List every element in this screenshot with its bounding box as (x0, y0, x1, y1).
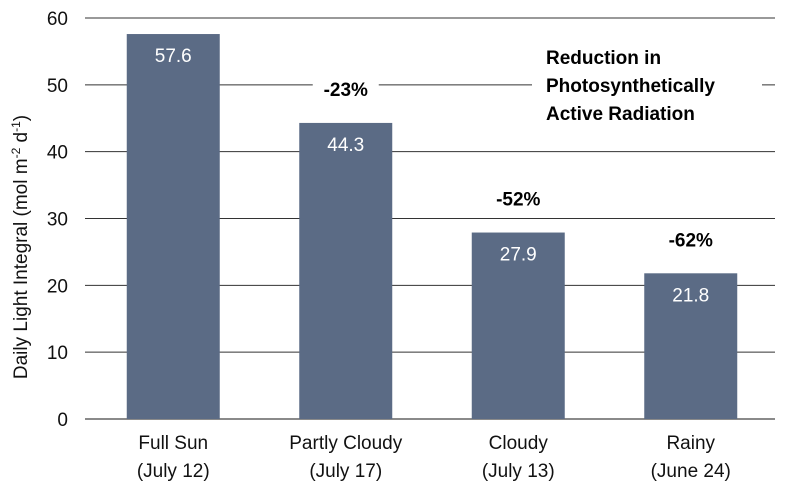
bar (644, 273, 738, 419)
y-tick-label: 40 (47, 143, 68, 164)
bar-value-label: 57.6 (155, 46, 192, 67)
annotation-text: Reduction in Photosynthetically Active R… (532, 40, 762, 128)
reduction-label: -52% (496, 190, 540, 211)
reduction-label: -62% (669, 230, 713, 251)
y-tick-label: 50 (47, 76, 68, 97)
x-tick-sublabel: (July 13) (482, 461, 555, 482)
x-tick-sublabel: (June 24) (651, 461, 731, 482)
x-tick-sublabel: (July 12) (137, 461, 210, 482)
bar-value-label: 27.9 (500, 245, 537, 266)
x-tick-label: Cloudy (489, 433, 549, 454)
x-tick-label: Rainy (666, 433, 715, 454)
annotation-line-3: Active Radiation (546, 104, 695, 125)
y-tick-label: 10 (47, 343, 68, 364)
bar (471, 232, 565, 419)
annotation-line-2: Photosynthetically (546, 76, 715, 97)
y-tick-label: 30 (47, 210, 68, 231)
bar (299, 122, 393, 419)
labels: 0 10 20 30 40 50 60 57.6 Full Sun (July 12) 44.3 -2… (47, 9, 731, 482)
annotation-line-1: Reduction in (546, 48, 661, 69)
y-tick-label: 0 (57, 410, 68, 431)
reduction-label-bg (485, 186, 552, 213)
x-tick-label: Full Sun (138, 433, 208, 454)
y-axis-label: Daily Light Integral (mol m-2 d-1) (9, 115, 32, 379)
reduction-label-bg (657, 227, 724, 254)
bar-value-label: 44.3 (327, 135, 364, 156)
y-tick-label: 20 (47, 276, 68, 297)
reduction-label: -23% (324, 80, 368, 101)
x-tick-sublabel: (July 17) (309, 461, 382, 482)
x-tick-label: Partly Cloudy (289, 433, 402, 454)
reduction-label-bg (312, 76, 379, 103)
bar-value-label: 21.8 (672, 285, 709, 306)
y-tick-label: 60 (47, 9, 68, 30)
bars (126, 34, 738, 419)
bar (126, 34, 220, 419)
